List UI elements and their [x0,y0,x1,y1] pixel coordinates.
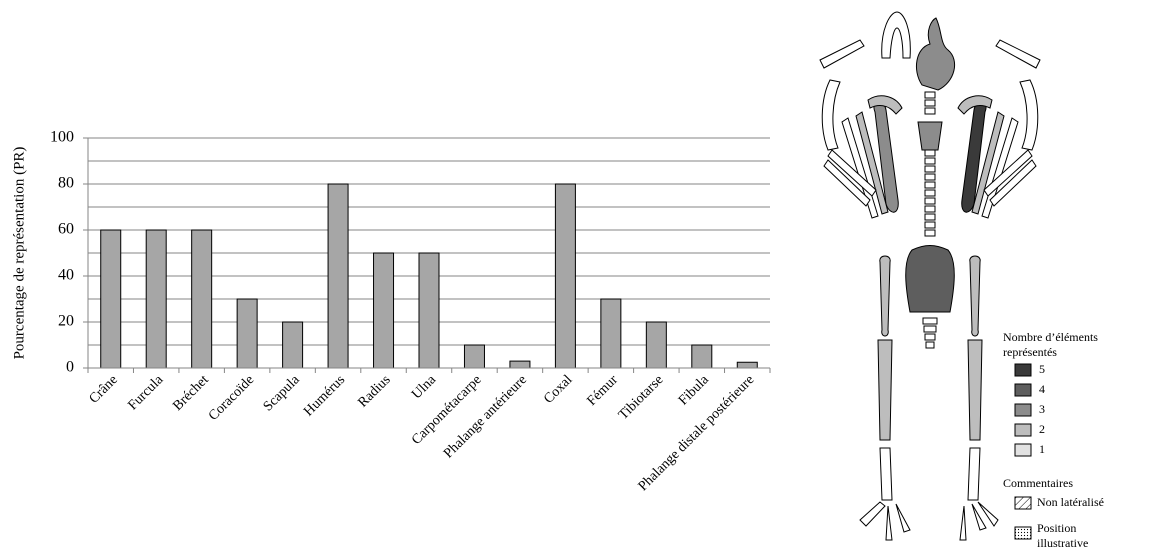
x-tick-label: Furcula [125,372,166,413]
y-tick-label: 0 [66,359,74,376]
bar [373,252,395,369]
skeleton-diagram [819,11,1041,541]
bar [100,229,122,369]
bar [736,361,758,369]
legend-label: illustrative [1037,536,1088,550]
x-tick-label: Phalange antérieure [441,372,530,461]
bar [327,183,349,369]
x-tick-label: Coracoïde [206,372,257,423]
x-tick-label: Fibula [676,372,712,408]
bar [600,298,622,369]
bar [554,183,576,369]
x-tick-label: Humérus [301,372,348,419]
x-tick-label: Bréchet [170,372,211,413]
bar [145,229,167,369]
legend-label: 2 [1039,422,1045,436]
bar [418,252,440,369]
bar [463,344,485,369]
legend-label: 1 [1039,442,1045,456]
legend-swatch [1014,383,1032,397]
legend-swatch [1014,526,1032,540]
legend-swatch [1014,363,1032,377]
legend-label: 3 [1039,402,1045,416]
bar [691,344,713,369]
legend-swatch [1014,423,1032,437]
x-tick-label: Scapula [261,372,303,414]
x-tick-label: Fémur [585,372,622,409]
y-tick-label: 80 [58,175,74,192]
legend-label: 4 [1039,382,1045,396]
x-tick-label: Ulna [409,372,439,402]
legend-title: Nombre d’éléments [1003,330,1098,344]
y-axis-label: Pourcentage de représentation (PR) [11,147,27,360]
y-tick-label: 20 [58,313,74,330]
legend-swatch [1014,496,1032,510]
x-tick-label: Tibiotarse [616,372,666,422]
legend-label: 5 [1039,362,1045,376]
legend-swatch [1014,443,1032,457]
bar [282,321,304,369]
bar [236,298,258,369]
y-tick-label: 60 [58,221,74,238]
y-tick-label: 100 [50,129,74,146]
legend-label: Non latéralisé [1037,495,1104,509]
legend-title: Commentaires [1003,476,1073,490]
x-tick-label: Radius [356,372,394,410]
bar [509,360,531,369]
y-tick-label: 40 [58,267,74,284]
legend-title: représentés [1003,345,1057,359]
bar [645,321,667,369]
legend-label: Position [1037,521,1076,535]
x-tick-label: Crâne [87,372,121,406]
x-tick-label: Coxal [541,372,575,406]
bar [191,229,213,369]
legend-swatch [1014,403,1032,417]
